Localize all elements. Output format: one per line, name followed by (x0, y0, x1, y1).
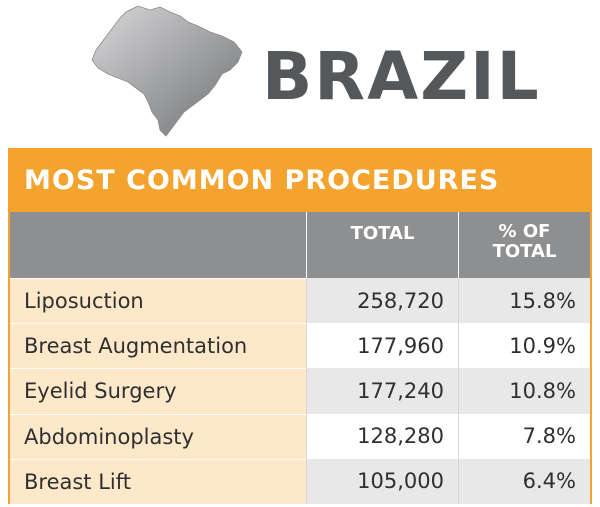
brazil-map-icon (88, 2, 246, 142)
procedure-total: 258,720 (306, 278, 458, 324)
table-header-row: TOTAL % OF TOTAL (10, 212, 590, 278)
table-body: Liposuction 258,720 15.8% Breast Augment… (10, 278, 590, 504)
procedure-name: Liposuction (10, 278, 306, 324)
country-title: BRAZIL (262, 38, 541, 115)
procedure-name: Breast Augmentation (10, 323, 306, 369)
procedure-total: 177,960 (306, 323, 458, 369)
header-percent: % OF TOTAL (458, 212, 590, 278)
table-row: Breast Augmentation 177,960 10.9% (10, 323, 590, 369)
procedure-total: 177,240 (306, 368, 458, 414)
procedure-total: 105,000 (306, 458, 458, 504)
header-procedure (10, 212, 306, 278)
procedure-percent: 10.9% (458, 323, 590, 369)
header-percent-line2: TOTAL (492, 241, 557, 262)
table-row: Breast Lift 105,000 6.4% (10, 458, 590, 504)
procedures-table: MOST COMMON PROCEDURES TOTAL % OF TOTAL … (8, 148, 592, 504)
procedure-percent: 10.8% (458, 368, 590, 414)
brazil-map-svg (91, 5, 243, 137)
procedure-name: Abdominoplasty (10, 413, 306, 459)
brazil-shape (91, 5, 243, 137)
table-row: Liposuction 258,720 15.8% (10, 278, 590, 324)
table-row: Abdominoplasty 128,280 7.8% (10, 413, 590, 459)
table-title: MOST COMMON PROCEDURES (10, 150, 590, 212)
header-percent-line1: % OF (498, 221, 551, 242)
procedure-percent: 15.8% (458, 278, 590, 324)
procedure-total: 128,280 (306, 413, 458, 459)
procedure-name: Eyelid Surgery (10, 368, 306, 414)
header-total: TOTAL (306, 212, 458, 278)
table-row: Eyelid Surgery 177,240 10.8% (10, 368, 590, 414)
procedure-percent: 6.4% (458, 458, 590, 504)
procedure-percent: 7.8% (458, 413, 590, 459)
procedure-name: Breast Lift (10, 458, 306, 504)
